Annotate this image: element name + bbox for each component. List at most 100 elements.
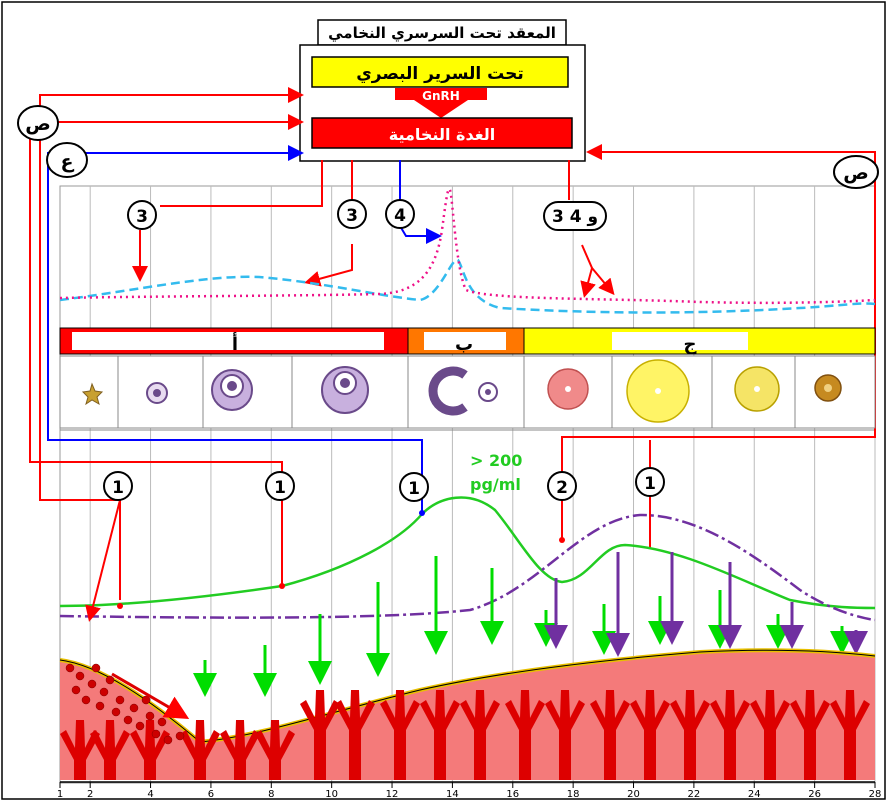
hypothalamo-pituitary-complex: المعقد تحت السرسري النخامي تحت السرير ال… — [299, 19, 586, 162]
blood-cell — [135, 721, 145, 731]
blood-cell — [87, 679, 97, 689]
x-tick-label: 4 — [147, 789, 153, 800]
blood-cell — [115, 695, 125, 705]
x-tick-label: 22 — [688, 789, 701, 800]
endometrial-gland — [590, 690, 630, 780]
blood-cell — [75, 671, 85, 681]
output-line-2b — [304, 244, 353, 287]
marker-3-mid: 3 — [346, 206, 358, 226]
endometrial-gland — [180, 720, 220, 780]
marker-1-d: 1 — [644, 474, 656, 494]
x-tick-label: 10 — [325, 789, 338, 800]
feedback-labels: ص ع ص — [17, 105, 879, 189]
endometrial-gland — [220, 720, 260, 780]
endometrial-gland — [630, 690, 670, 780]
x-tick-label: 1 — [57, 789, 63, 800]
output-line-right-c — [591, 267, 615, 296]
x-axis: 1 2 4 6 8 10 12 14 16 18 20 22 24 26 28 — [57, 781, 882, 800]
primordial-follicle — [81, 382, 104, 406]
pituitary-hormone-curves — [59, 187, 876, 314]
feedback-blue-line — [47, 145, 423, 512]
feedback-red-line-1 — [39, 87, 304, 600]
phase-b-inner — [424, 332, 506, 350]
phase-a-label: أ — [232, 332, 238, 355]
endometrial-gland — [460, 690, 500, 780]
blood-cell — [95, 701, 105, 711]
endometrial-gland — [380, 690, 420, 780]
output-line-1 — [160, 160, 323, 207]
fsh-curve — [59, 187, 876, 305]
marker-4-mid: 4 — [394, 206, 406, 226]
blood-cell — [151, 729, 161, 739]
blood-cell — [81, 695, 91, 705]
follicle-row — [59, 355, 876, 429]
endometrial-gland — [300, 690, 340, 780]
endometrium — [59, 648, 876, 780]
feedback-label-left-top: ص — [25, 113, 51, 135]
estrogen-threshold-line1: > 200 — [470, 451, 522, 470]
x-tick-label: 26 — [808, 789, 821, 800]
x-tick-label: 24 — [748, 789, 761, 800]
x-tick-label: 16 — [506, 789, 519, 800]
output-line-blue-b — [399, 225, 442, 244]
feedback-label-left-bottom: ع — [61, 151, 75, 173]
x-tick-label: 14 — [446, 789, 459, 800]
endometrial-gland — [790, 690, 830, 780]
blood-cell — [91, 663, 101, 673]
x-tick-label: 28 — [869, 789, 882, 800]
marker-1-b: 1 — [274, 478, 286, 498]
blood-cell — [145, 711, 155, 721]
endometrial-gland — [505, 690, 545, 780]
feedback-label-right: ص — [843, 162, 869, 184]
pituitary-label: الغدة النخامية — [389, 125, 495, 144]
endometrial-gland — [335, 690, 375, 780]
endometrial-gland — [420, 690, 460, 780]
x-tick-label: 2 — [87, 789, 93, 800]
endometrial-gland — [255, 720, 295, 780]
top-markers: 3 3 4 3 و 4 — [127, 199, 607, 231]
blood-cell — [163, 735, 173, 745]
blood-cell — [129, 703, 139, 713]
endometrial-gland — [130, 720, 170, 780]
phase-c-label: ج — [684, 334, 697, 355]
blood-cell — [111, 707, 121, 717]
pituitary-outputs — [132, 160, 615, 298]
feedback-red-line-2 — [29, 114, 304, 584]
endometrial-gland — [710, 690, 750, 780]
endometrial-gland — [90, 720, 130, 780]
blood-cell — [123, 715, 133, 725]
complex-title: المعقد تحت السرسري النخامي — [328, 24, 556, 43]
x-tick-label: 18 — [567, 789, 580, 800]
blood-cell — [105, 675, 115, 685]
marker-1-c: 1 — [408, 479, 420, 499]
blood-cell — [71, 685, 81, 695]
x-tick-label: 8 — [268, 789, 274, 800]
ovarian-phase-bar: أ ب ج — [59, 327, 876, 355]
endometrial-gland — [545, 690, 585, 780]
endometrial-gland — [750, 690, 790, 780]
gnrh-label: GnRH — [422, 89, 460, 103]
hypothalamus-label: تحت السرير البصري — [356, 64, 524, 84]
hormone-action-arrows — [193, 552, 868, 697]
endometrial-gland — [830, 690, 870, 780]
endometrial-gland — [60, 720, 100, 780]
estrogen-threshold-line2: pg/ml — [470, 475, 521, 494]
endometrial-gland — [670, 690, 710, 780]
menstrual-flow-arrow — [111, 672, 190, 720]
x-tick-label: 20 — [627, 789, 640, 800]
marker-3-left: 3 — [136, 207, 148, 227]
blood-cell — [157, 717, 167, 727]
marker-3-and-4: 3 و 4 — [552, 207, 598, 227]
lh-curve — [59, 258, 876, 314]
blood-cell — [175, 731, 185, 741]
blood-cell — [99, 687, 109, 697]
x-tick-label: 12 — [386, 789, 399, 800]
blood-cell — [141, 695, 151, 705]
pituitary-box — [311, 117, 573, 149]
x-tick-label: 6 — [208, 789, 214, 800]
marker-2: 2 — [556, 478, 568, 498]
hypothalamus-box — [311, 56, 569, 88]
gnrh-arrow — [395, 88, 487, 118]
phase-a-inner — [72, 332, 384, 350]
